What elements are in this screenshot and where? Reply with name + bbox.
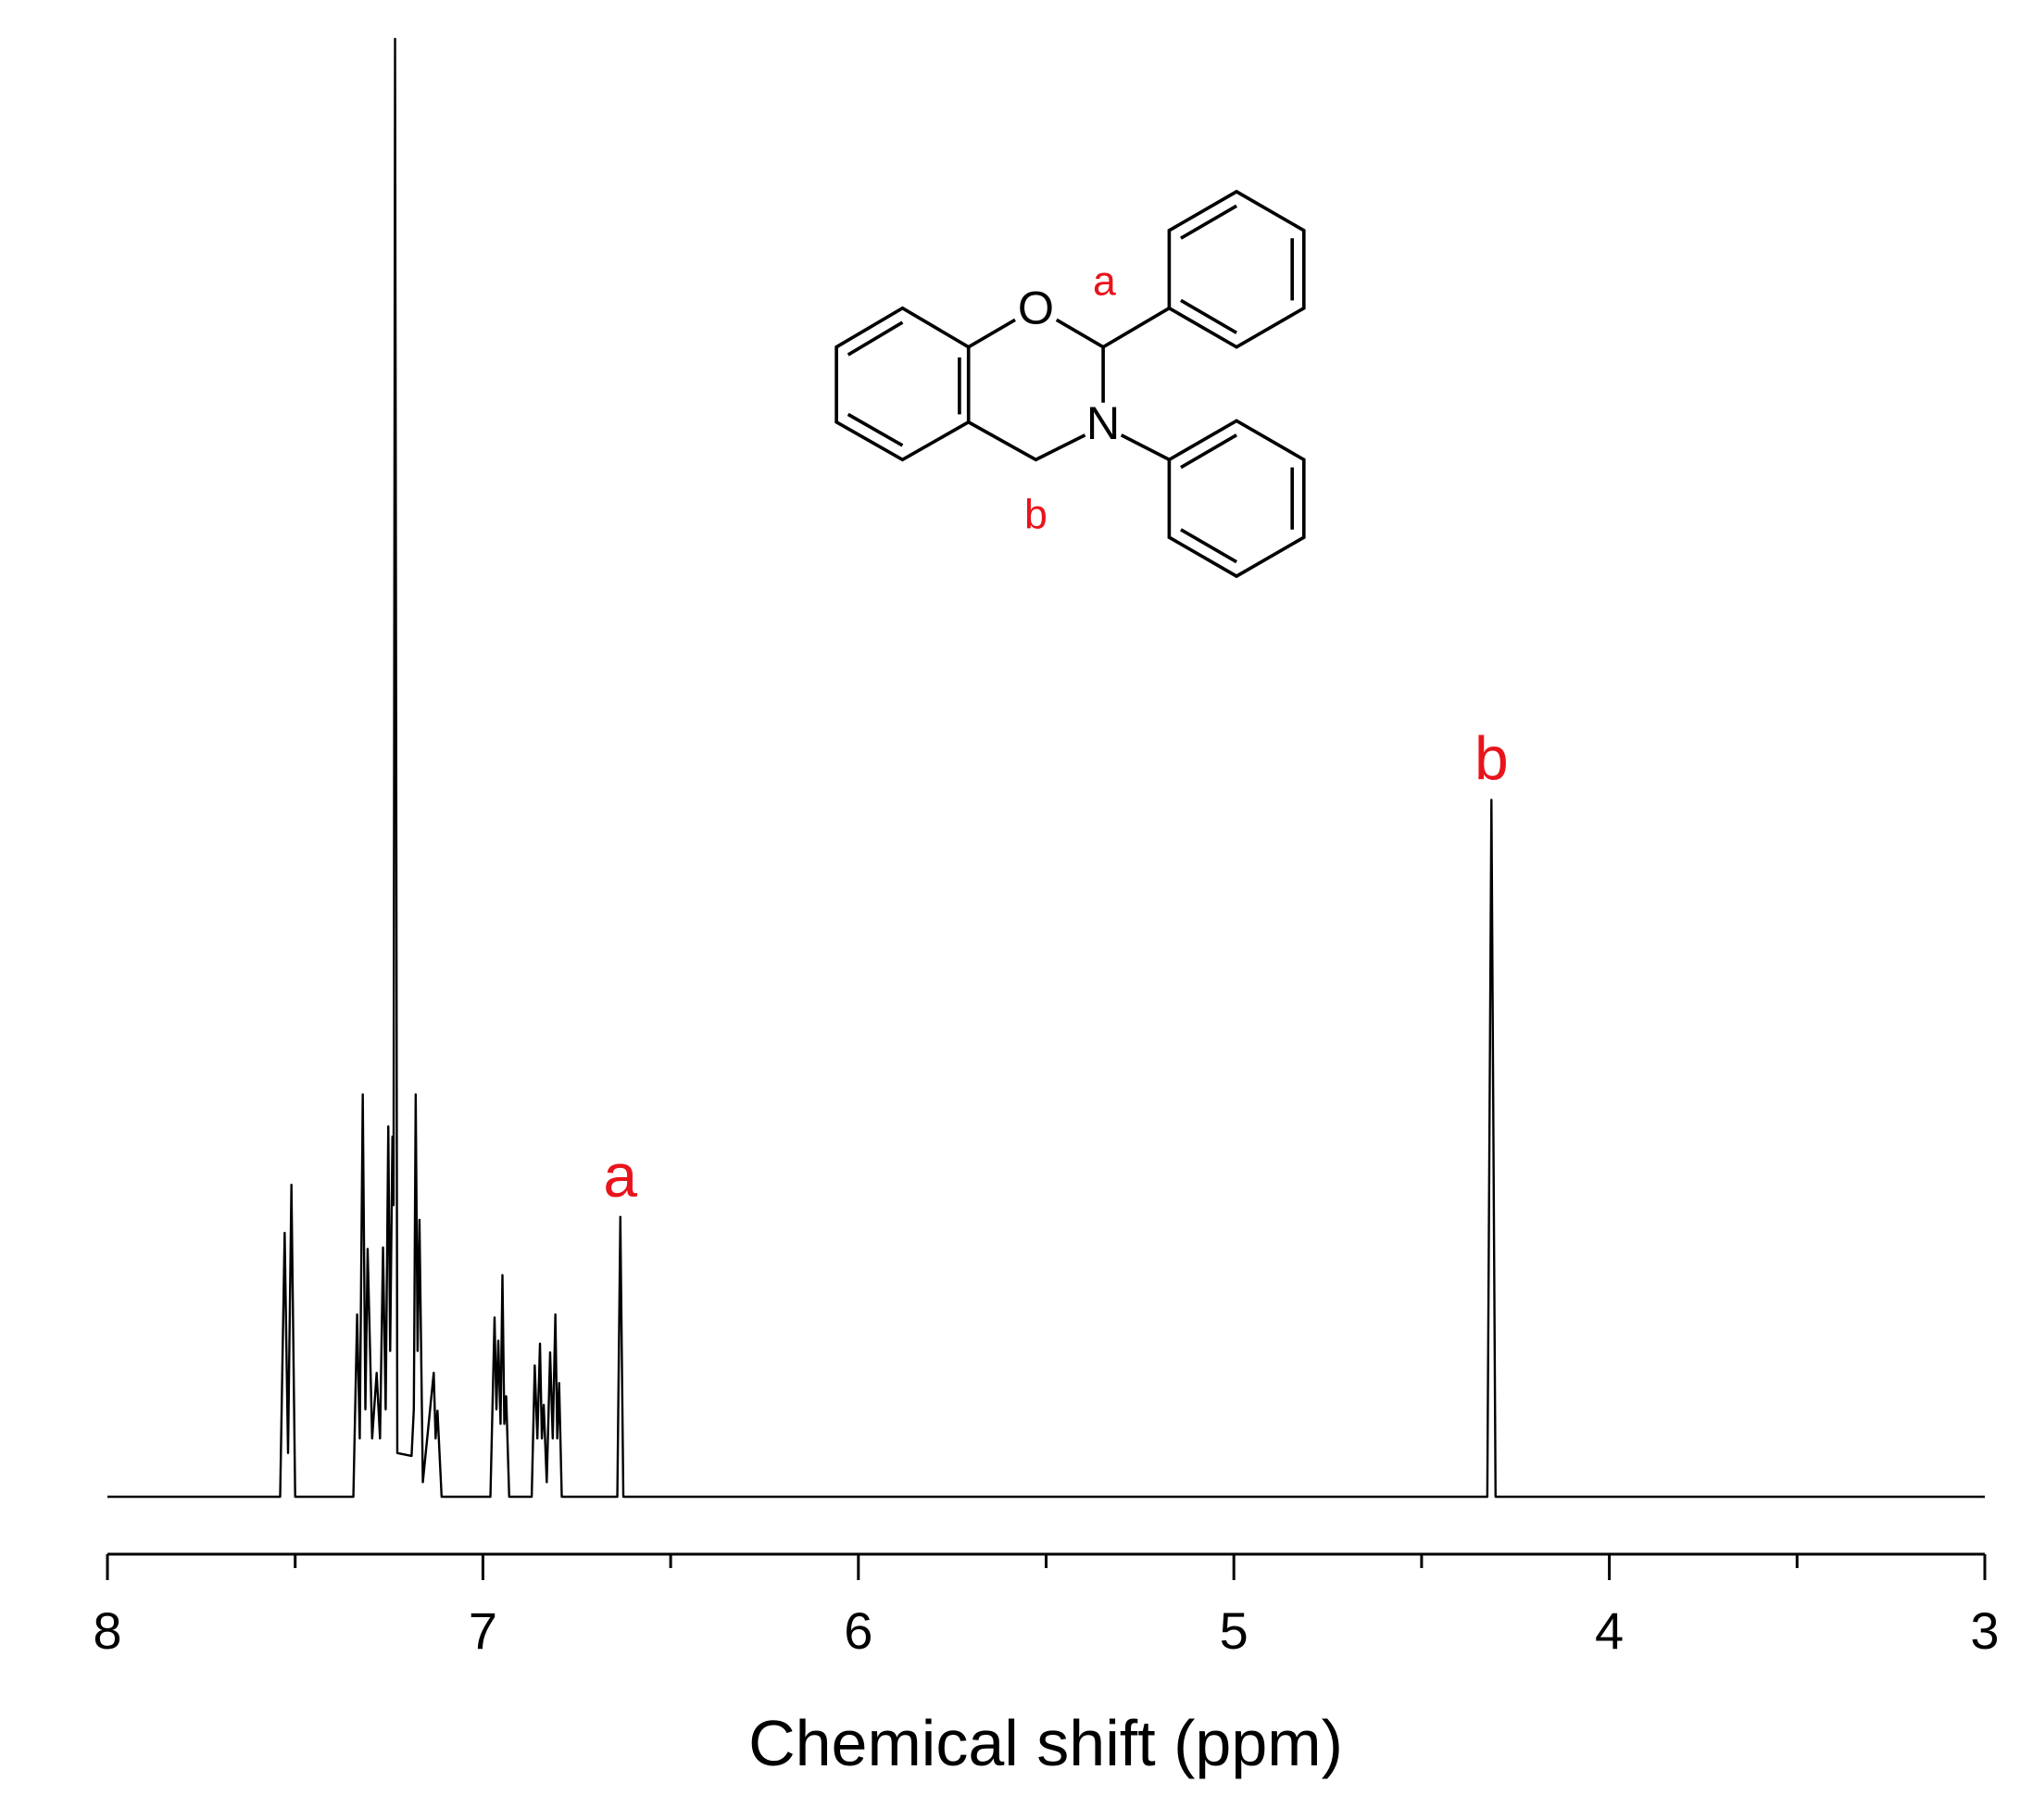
spectrum-line (107, 37, 1985, 1499)
x-tick-label: 3 (1970, 1601, 1999, 1660)
x-tick-label: 7 (469, 1601, 497, 1660)
x-tick-label: 5 (1220, 1601, 1248, 1660)
bond (847, 320, 961, 447)
bond (1180, 433, 1295, 564)
bond (967, 307, 1171, 462)
peak-annotation: b (1474, 724, 1509, 793)
x-tick-label: 4 (1595, 1601, 1624, 1660)
peak-annotation: a (603, 1141, 637, 1210)
bond (1167, 419, 1306, 579)
x-axis-label: Chemical shift (ppm) (748, 1707, 1343, 1779)
proton-label: a (1093, 259, 1116, 305)
structure: O N a b (834, 189, 1306, 579)
proton-label: b (1024, 492, 1048, 537)
x-tick-label: 8 (93, 1601, 121, 1660)
atom-label: N (1086, 396, 1120, 449)
bond (1180, 204, 1295, 334)
bond (1167, 189, 1306, 349)
atom-label: O (1018, 282, 1054, 334)
x-tick-label: 6 (844, 1601, 872, 1660)
bond (834, 306, 971, 462)
